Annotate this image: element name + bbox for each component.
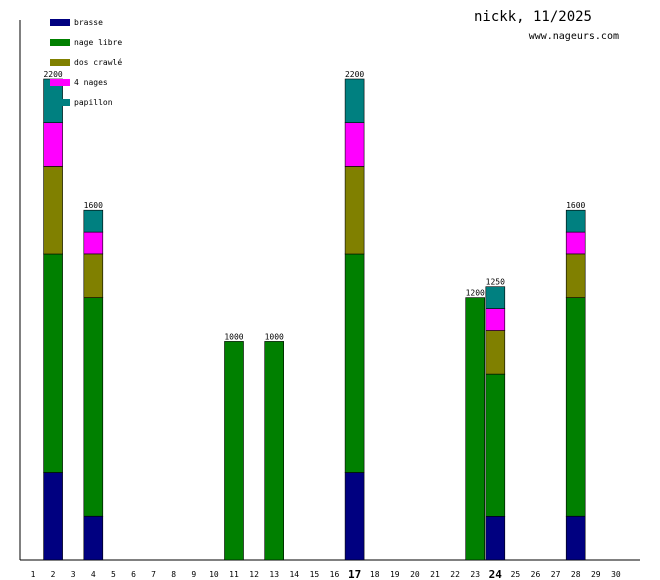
x-tick-label-23: 23 [470, 570, 480, 579]
total-label-day-24: 1250 [486, 278, 505, 287]
bar-segment-nage-libre-day-23 [465, 297, 486, 561]
x-tick-label-9: 9 [191, 570, 196, 579]
bar-segment-nage-libre-day-13 [264, 341, 285, 561]
legend-swatch-papillon [50, 99, 70, 106]
legend-label-dos-crawl-: dos crawlé [74, 57, 122, 67]
axes [19, 20, 640, 561]
x-tick-label-7: 7 [151, 570, 156, 579]
bar-segment-papillon-day-17 [344, 78, 365, 124]
site-url: www.nageurs.com [528, 31, 619, 42]
x-tick-label-26: 26 [531, 570, 541, 579]
x-tick-label-28: 28 [571, 570, 581, 579]
x-tick-labels-group: 1 2 3 4 5 6 7 8 9 10 11 12 13 14 15 16 17 18 19 20 21 22 23 24 2… [31, 568, 621, 580]
bar-segment-brasse-day-28 [565, 515, 586, 561]
x-tick-label-13: 13 [269, 570, 279, 579]
bar-segment-nage-libre-day-4 [83, 297, 104, 517]
x-tick-label-3: 3 [71, 570, 76, 579]
x-tick-label-22: 22 [450, 570, 460, 579]
bar-segment-dos-crawl--day-24 [485, 330, 506, 375]
legend-label-4-nages: 4 nages [74, 78, 108, 87]
x-tick-label-17: 17 [348, 568, 361, 580]
x-tick-label-4: 4 [91, 570, 96, 579]
x-tick-label-24: 24 [489, 568, 503, 580]
bar-segment-4-nages-day-4 [83, 231, 104, 255]
x-tick-label-29: 29 [591, 570, 601, 579]
total-label-day-2: 2200 [43, 70, 62, 79]
bar-segment-4-nages-day-17 [344, 122, 365, 167]
bar-segment-papillon-day-4 [83, 209, 104, 233]
x-tick-label-15: 15 [310, 570, 320, 579]
legend-label-papillon: papillon [74, 98, 113, 107]
x-tick-label-30: 30 [611, 570, 621, 579]
x-tick-label-21: 21 [430, 570, 440, 579]
x-tick-label-27: 27 [551, 570, 561, 579]
bar-segment-4-nages-day-24 [485, 308, 506, 331]
bar-segment-brasse-day-24 [485, 515, 506, 561]
total-label-day-13: 1000 [265, 332, 284, 341]
x-tick-label-2: 2 [51, 570, 56, 579]
bar-segment-4-nages-day-2 [43, 122, 63, 167]
legend-swatch-nage-libre [50, 39, 70, 46]
legend-swatch-4-nages [50, 79, 70, 86]
bars-group [43, 78, 586, 561]
x-tick-label-10: 10 [209, 570, 219, 579]
bar-segment-dos-crawl--day-4 [83, 253, 104, 298]
total-label-day-4: 1600 [84, 201, 103, 210]
legend-swatch-dos-crawl- [50, 59, 70, 66]
bar-segment-brasse-day-4 [83, 515, 104, 561]
bar-segment-brasse-day-17 [344, 472, 365, 561]
bar-segment-papillon-day-28 [565, 209, 586, 233]
bar-segment-nage-libre-day-17 [344, 253, 365, 473]
total-label-day-28: 1600 [566, 201, 585, 210]
x-tick-label-20: 20 [410, 570, 420, 579]
x-tick-label-14: 14 [289, 570, 299, 579]
x-tick-label-25: 25 [511, 570, 521, 579]
x-tick-label-18: 18 [370, 570, 380, 579]
legend: brasse nage libre dos crawlé 4 nages papillo… [50, 18, 122, 107]
bar-segment-dos-crawl--day-17 [344, 166, 365, 255]
bar-segment-papillon-day-24 [485, 286, 506, 309]
total-label-day-23: 1200 [466, 289, 485, 298]
chart-title: nickk, 11/2025 [473, 9, 592, 25]
x-tick-label-11: 11 [229, 570, 239, 579]
bar-segment-dos-crawl--day-28 [565, 253, 586, 298]
x-tick-label-6: 6 [131, 570, 136, 579]
bar-segment-brasse-day-2 [43, 472, 63, 561]
legend-swatch-brasse [50, 19, 70, 26]
x-tick-label-16: 16 [330, 570, 340, 579]
bar-segment-nage-libre-day-24 [485, 373, 506, 517]
total-label-day-17: 2200 [345, 70, 364, 79]
legend-label-brasse: brasse [74, 18, 103, 27]
total-label-day-11: 1000 [224, 332, 243, 341]
bar-segment-4-nages-day-28 [565, 231, 586, 255]
x-tick-label-1: 1 [31, 570, 36, 579]
bar-segment-nage-libre-day-11 [224, 341, 244, 561]
x-tick-label-5: 5 [111, 570, 116, 579]
bar-segment-dos-crawl--day-2 [43, 166, 63, 255]
x-tick-label-19: 19 [390, 570, 400, 579]
x-tick-label-8: 8 [171, 570, 176, 579]
legend-label-nage-libre: nage libre [74, 38, 122, 47]
x-tick-label-12: 12 [249, 570, 259, 579]
bar-segment-nage-libre-day-2 [43, 253, 63, 473]
bar-segment-nage-libre-day-28 [565, 297, 586, 517]
